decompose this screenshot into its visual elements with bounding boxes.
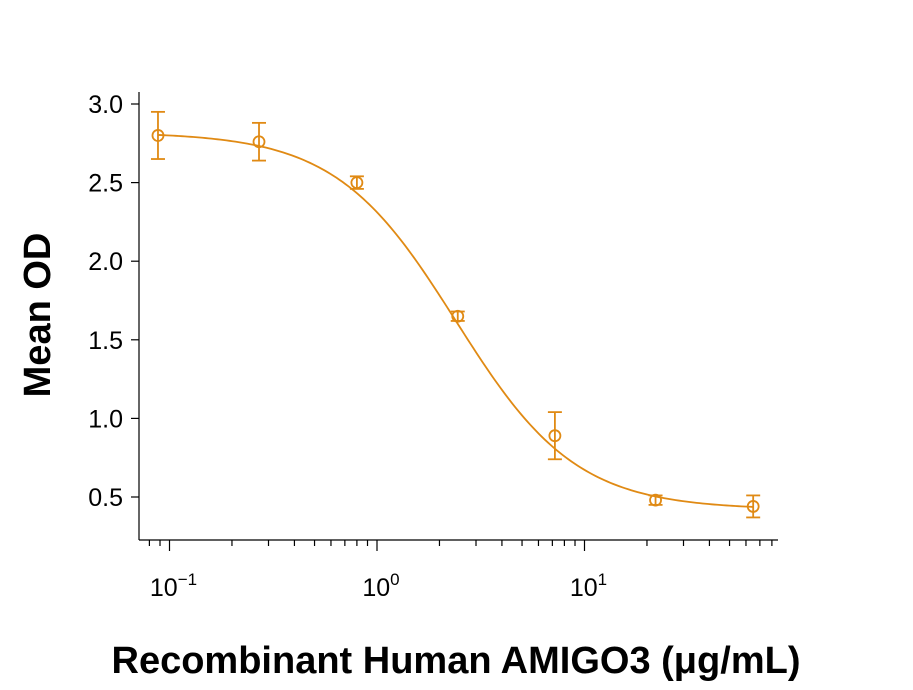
data-point — [746, 494, 761, 519]
point-marker — [151, 129, 165, 142]
x-tick-base: 10 — [150, 574, 178, 602]
point-marker — [252, 135, 266, 149]
y-tick-label: 2.0 — [88, 248, 123, 276]
x-tick-label: 101 — [570, 570, 607, 602]
y-tick-label: 1.5 — [88, 327, 123, 355]
x-axis-title: Recombinant Human AMIGO3 (μg/mL) — [112, 640, 801, 682]
y-tick-label: 1.0 — [88, 405, 123, 433]
data-point — [150, 110, 165, 160]
x-tick-exponent: 1 — [598, 570, 607, 589]
y-tick-label: 0.5 — [88, 484, 123, 512]
x-tick-base: 10 — [570, 574, 598, 602]
point-marker — [451, 309, 465, 323]
axes — [138, 92, 778, 541]
x-tick-label: 100 — [362, 570, 399, 602]
data-point — [450, 309, 465, 323]
point-marker — [350, 176, 364, 190]
data-point — [648, 493, 663, 507]
point-marker — [746, 500, 760, 513]
x-tick-exponent: 0 — [390, 570, 399, 589]
x-tick-label: 10−1 — [150, 570, 197, 602]
data-point — [349, 175, 364, 190]
y-axis-title: Mean OD — [17, 233, 59, 398]
y-ticks: 3.0 2.5 2.0 1.5 1.0 0.5 — [88, 91, 139, 512]
data-point — [252, 121, 267, 162]
y-tick-label: 3.0 — [88, 91, 123, 119]
point-marker — [548, 429, 562, 443]
x-ticks: 10−1 100 101 — [148, 540, 773, 602]
x-tick-base: 10 — [362, 574, 390, 602]
data-points — [150, 110, 761, 519]
point-marker — [649, 493, 662, 507]
y-tick-label: 2.5 — [88, 170, 123, 198]
data-point — [547, 411, 562, 461]
x-tick-exponent: −1 — [178, 570, 197, 589]
